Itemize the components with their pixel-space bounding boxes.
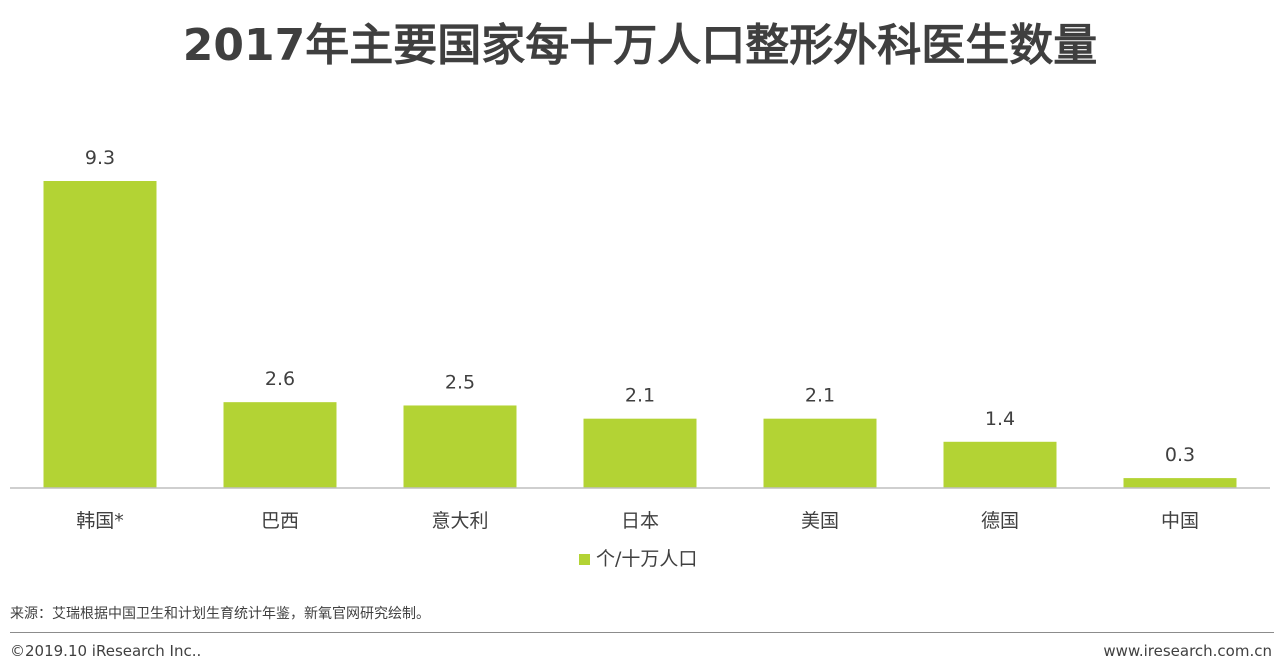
bar-4 [583, 418, 697, 488]
value-label-2: 2.6 [265, 368, 295, 390]
value-label-1: 9.3 [85, 147, 115, 169]
chart-title: 2017年主要国家每十万人口整形外科医生数量 [182, 20, 1098, 71]
category-labels-group: 韩国* 巴西 意大利 日本 美国 德国 中国 [76, 510, 1199, 532]
bar-7 [1123, 478, 1237, 488]
bar-1 [43, 181, 157, 488]
copyright-text: ©2019.10 iResearch Inc.. [10, 642, 202, 660]
value-label-5: 2.1 [805, 385, 835, 407]
category-label-2: 巴西 [261, 510, 299, 532]
bar-2 [223, 402, 337, 488]
category-label-3: 意大利 [431, 510, 488, 532]
legend: 个/十万人口 [579, 547, 697, 571]
category-label-7: 中国 [1161, 510, 1199, 532]
bar-3 [403, 405, 517, 488]
legend-label: 个/十万人口 [596, 548, 698, 570]
website-text: www.iresearch.com.cn [1103, 642, 1272, 660]
legend-swatch [579, 553, 590, 565]
footer-divider [10, 632, 1274, 633]
bar-5 [763, 418, 877, 488]
value-label-4: 2.1 [625, 385, 655, 407]
source-note: 来源：艾瑞根据中国卫生和计划生育统计年鉴，新氧官网研究绘制。 [10, 606, 430, 622]
bar-6 [943, 441, 1057, 488]
category-label-1: 韩国* [76, 510, 124, 532]
category-label-5: 美国 [801, 510, 839, 532]
value-label-7: 0.3 [1165, 444, 1195, 466]
value-label-6: 1.4 [985, 408, 1015, 430]
category-label-4: 日本 [621, 510, 659, 532]
value-label-3: 2.5 [445, 371, 475, 393]
bars-group [43, 181, 1237, 488]
value-labels-group: 9.3 2.6 2.5 2.1 2.1 1.4 0.3 [85, 147, 1195, 466]
category-label-6: 德国 [981, 510, 1019, 532]
